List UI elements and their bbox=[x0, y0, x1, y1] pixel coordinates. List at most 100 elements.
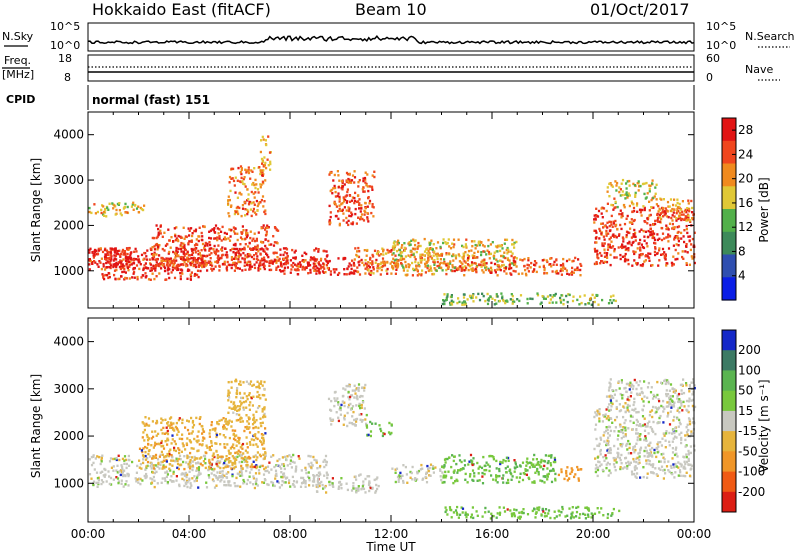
data-cell bbox=[253, 263, 256, 266]
data-cell bbox=[252, 477, 255, 480]
data-cell bbox=[252, 413, 255, 417]
data-cell bbox=[654, 219, 657, 223]
data-cell bbox=[426, 247, 429, 250]
data-cell bbox=[188, 229, 191, 232]
data-cell bbox=[664, 253, 667, 256]
data-cell bbox=[369, 258, 372, 261]
data-cell bbox=[430, 256, 434, 260]
data-cell bbox=[260, 227, 263, 230]
data-cell bbox=[182, 460, 185, 464]
data-cell bbox=[458, 254, 461, 258]
data-cell bbox=[486, 249, 489, 252]
data-cell bbox=[290, 455, 293, 459]
data-cell bbox=[250, 255, 253, 259]
data-cell bbox=[222, 427, 225, 430]
data-cell bbox=[246, 466, 249, 469]
data-cell bbox=[231, 445, 234, 448]
data-cell bbox=[197, 265, 200, 268]
data-cell bbox=[188, 479, 191, 482]
data-cell bbox=[688, 263, 691, 266]
data-cell bbox=[229, 235, 232, 238]
data-cell bbox=[615, 236, 618, 239]
data-cell bbox=[283, 272, 286, 275]
data-cell bbox=[168, 264, 171, 267]
data-cell bbox=[644, 259, 647, 262]
data-cell bbox=[295, 465, 298, 468]
data-cell bbox=[173, 261, 176, 264]
data-cell bbox=[146, 446, 149, 450]
data-cell bbox=[554, 270, 557, 274]
data-cell bbox=[192, 460, 195, 463]
data-cell bbox=[507, 459, 510, 462]
data-cell bbox=[371, 174, 374, 177]
data-cell bbox=[584, 506, 587, 509]
data-cell bbox=[474, 262, 477, 265]
data-cell bbox=[123, 267, 126, 271]
data-cell bbox=[501, 297, 504, 300]
data-cell bbox=[630, 200, 633, 203]
data-cell bbox=[223, 474, 226, 477]
data-cell bbox=[380, 429, 383, 433]
data-cell bbox=[247, 455, 251, 459]
data-cell bbox=[179, 263, 182, 266]
data-cell bbox=[403, 257, 406, 261]
data-cell bbox=[289, 271, 292, 274]
data-cell bbox=[587, 302, 591, 305]
data-cell bbox=[401, 474, 404, 477]
data-cell bbox=[671, 457, 674, 460]
data-cell bbox=[500, 292, 503, 295]
data-cell bbox=[676, 198, 679, 201]
data-cell bbox=[554, 472, 557, 476]
data-cell bbox=[284, 256, 287, 259]
data-cell bbox=[671, 207, 674, 211]
data-cell bbox=[161, 235, 164, 238]
data-cell bbox=[681, 255, 684, 259]
data-cell bbox=[104, 473, 107, 476]
data-cell bbox=[372, 268, 375, 271]
data-cell bbox=[451, 242, 454, 245]
data-cell bbox=[163, 249, 166, 252]
data-cell bbox=[236, 196, 239, 199]
data-cell bbox=[325, 264, 328, 267]
data-cell bbox=[108, 261, 111, 264]
data-cell bbox=[256, 255, 259, 258]
data-cell bbox=[236, 405, 239, 408]
data-cell bbox=[256, 445, 259, 448]
data-cell bbox=[165, 460, 168, 463]
data-cell bbox=[353, 181, 356, 184]
data-cell bbox=[513, 263, 516, 266]
data-cell bbox=[413, 255, 416, 259]
data-cell bbox=[635, 423, 638, 427]
data-cell bbox=[677, 237, 680, 240]
data-cell bbox=[151, 272, 154, 275]
data-cell bbox=[677, 461, 680, 464]
data-cell bbox=[615, 189, 618, 192]
data-cell bbox=[677, 225, 681, 228]
data-cell bbox=[363, 264, 366, 267]
data-cell bbox=[227, 394, 230, 397]
data-cell bbox=[166, 432, 170, 436]
data-cell bbox=[173, 429, 176, 432]
data-cell bbox=[315, 483, 318, 487]
data-cell bbox=[226, 423, 230, 426]
data-cell bbox=[245, 171, 248, 174]
data-cell bbox=[135, 480, 138, 483]
data-cell bbox=[553, 510, 556, 513]
data-cell bbox=[198, 473, 201, 476]
data-cell bbox=[415, 250, 418, 254]
data-cell bbox=[444, 506, 447, 509]
data-cell bbox=[120, 482, 123, 485]
data-cell bbox=[358, 474, 361, 477]
data-cell bbox=[352, 487, 355, 490]
data-cell bbox=[133, 267, 136, 270]
data-cell bbox=[307, 272, 310, 275]
data-cell bbox=[234, 256, 237, 259]
data-cell bbox=[313, 269, 316, 272]
data-cell bbox=[160, 481, 163, 484]
data-cell bbox=[355, 253, 358, 257]
data-cell bbox=[171, 438, 174, 441]
data-cell bbox=[228, 396, 231, 399]
data-cell bbox=[609, 295, 613, 298]
data-cell bbox=[193, 274, 196, 277]
data-cell bbox=[458, 300, 461, 304]
